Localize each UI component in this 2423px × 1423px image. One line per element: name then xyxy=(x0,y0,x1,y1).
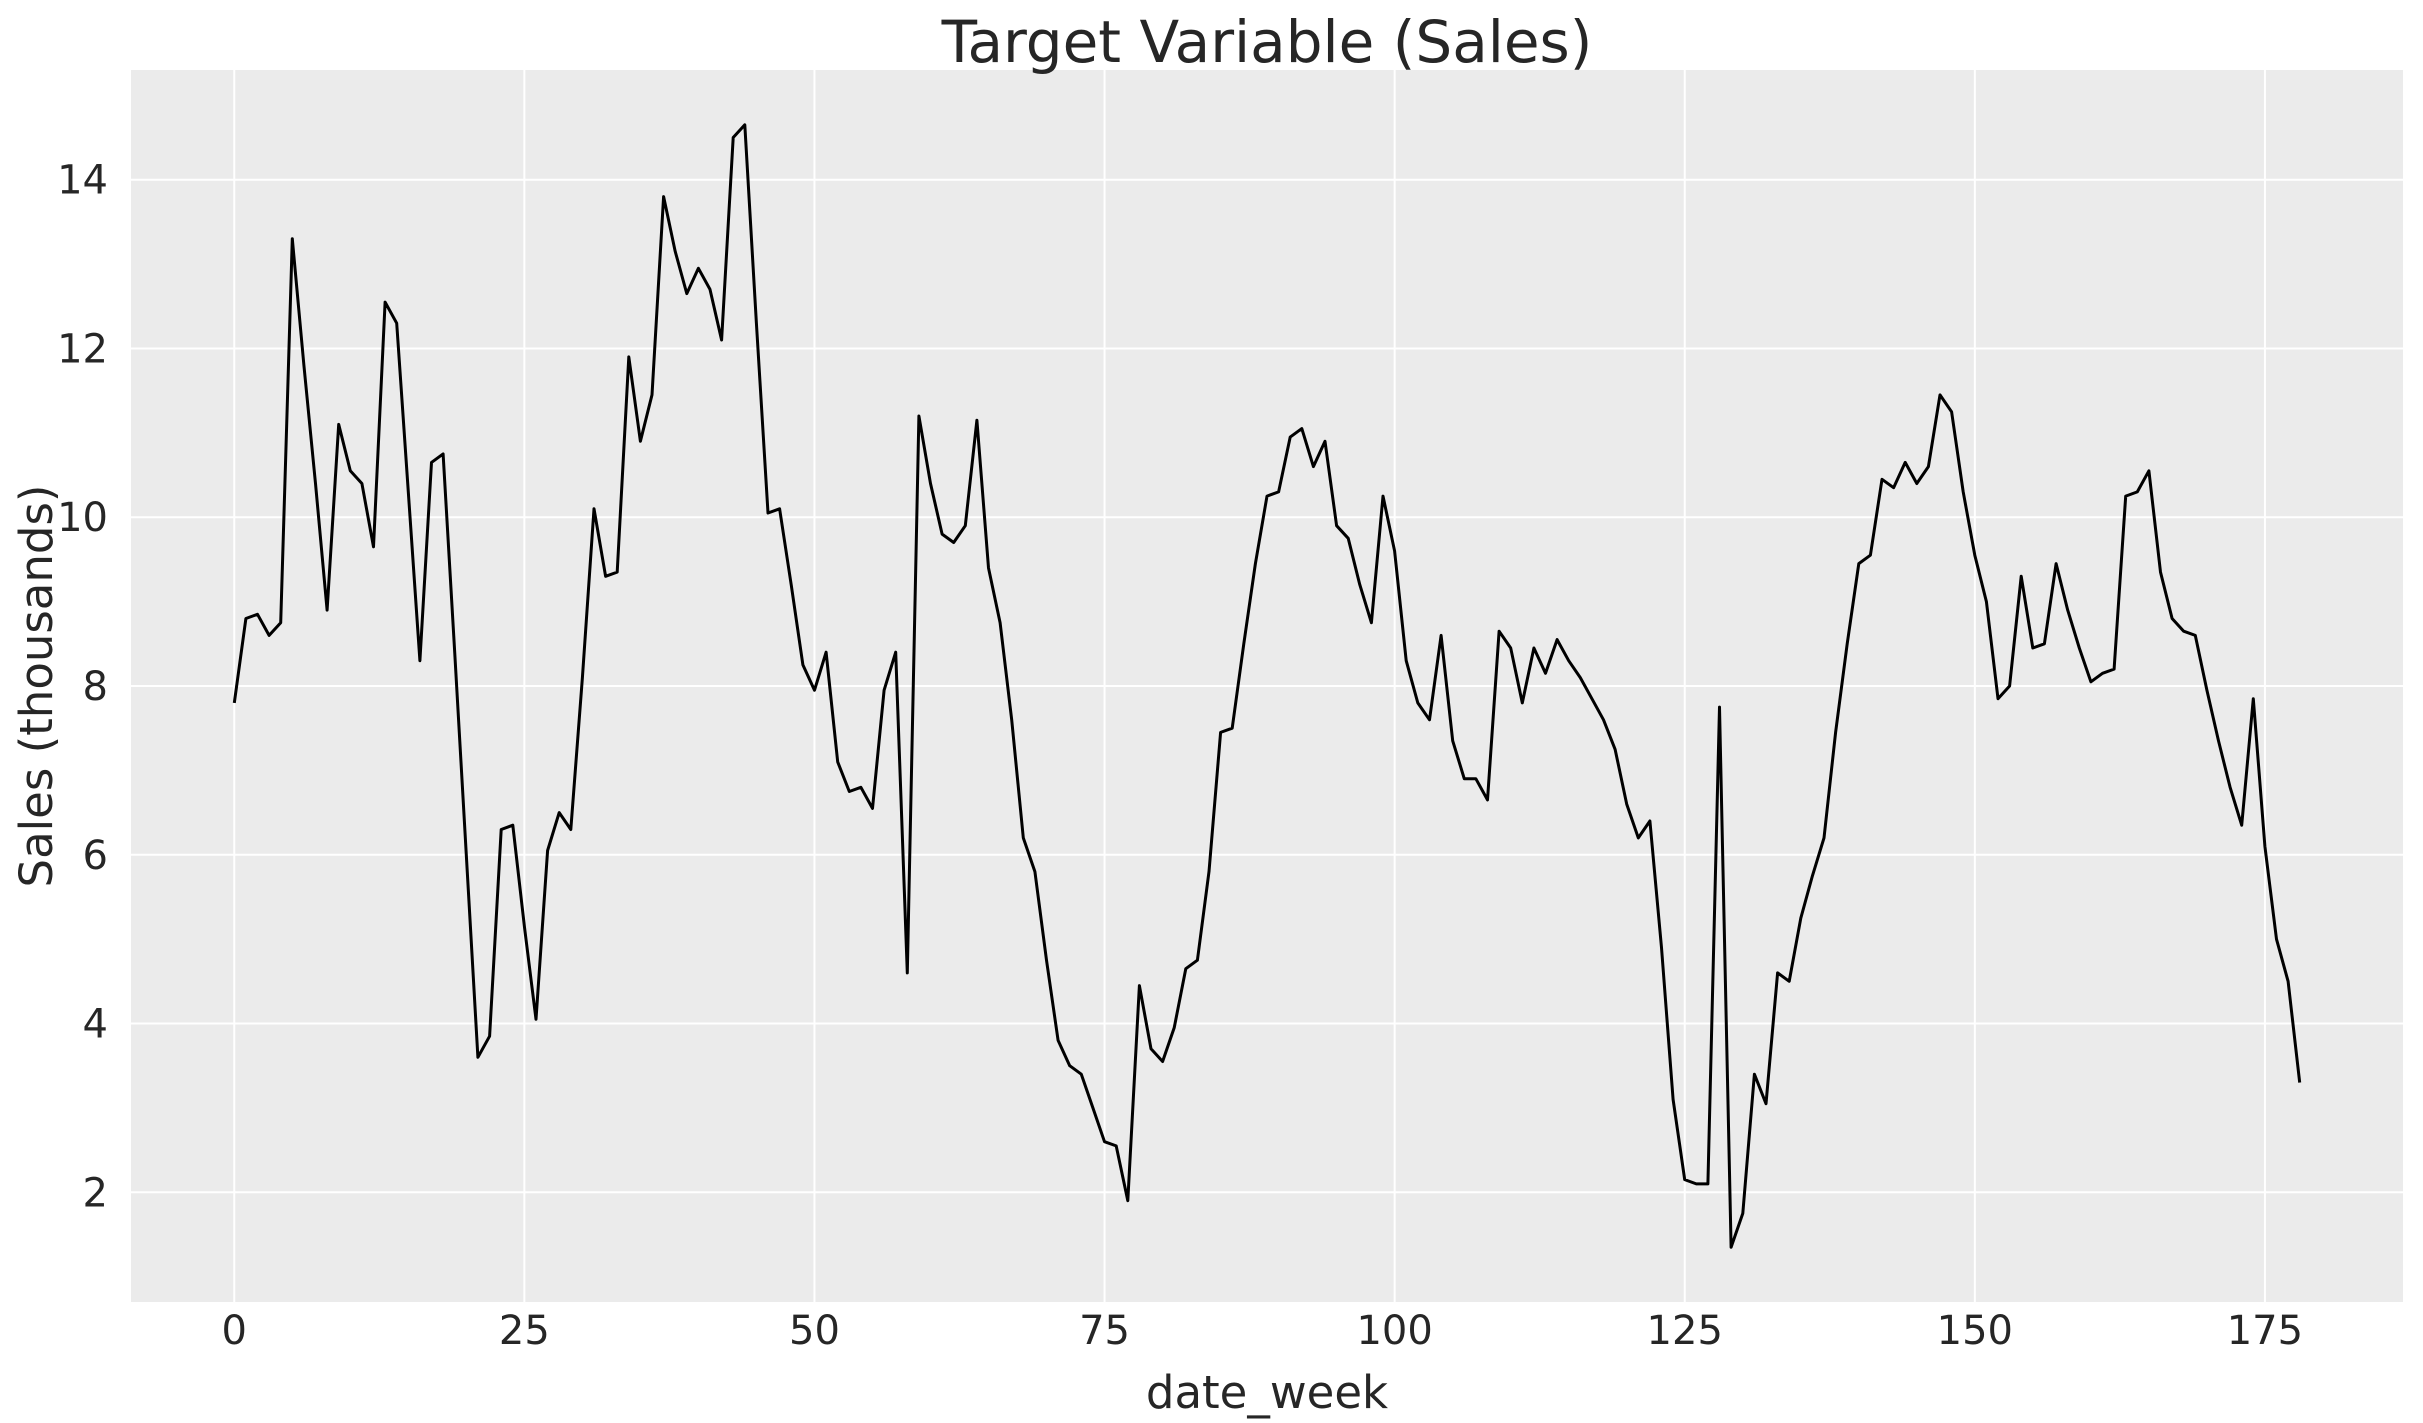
y-gridlines xyxy=(131,178,2403,1194)
chart-title: Target Variable (Sales) xyxy=(941,8,1593,76)
y-tick-label: 10 xyxy=(57,495,108,541)
x-axis-tick-labels: 0 25 50 75 100 125 150 175 xyxy=(222,1308,2304,1354)
x-tick-label: 175 xyxy=(2227,1308,2303,1354)
y-axis-label: Sales (thousands) xyxy=(10,485,63,888)
x-tick-label: 100 xyxy=(1356,1308,1432,1354)
x-tick-label: 50 xyxy=(789,1308,840,1354)
y-axis-tick-labels: 2 4 6 8 10 12 14 xyxy=(57,158,108,1217)
sales-line-series xyxy=(232,123,2302,1249)
x-tick-label: 150 xyxy=(1937,1308,2013,1354)
y-tick-label: 8 xyxy=(83,664,108,710)
x-axis-label: date_week xyxy=(1146,1366,1388,1419)
y-tick-label: 14 xyxy=(57,158,108,204)
x-tick-label: 125 xyxy=(1647,1308,1723,1354)
x-tick-label: 0 xyxy=(222,1308,247,1354)
x-tick-label: 25 xyxy=(499,1308,550,1354)
y-tick-label: 6 xyxy=(83,833,108,879)
y-tick-label: 4 xyxy=(83,1002,108,1048)
x-tick-label: 75 xyxy=(1079,1308,1130,1354)
y-tick-label: 2 xyxy=(83,1170,108,1216)
y-tick-label: 12 xyxy=(57,326,108,372)
